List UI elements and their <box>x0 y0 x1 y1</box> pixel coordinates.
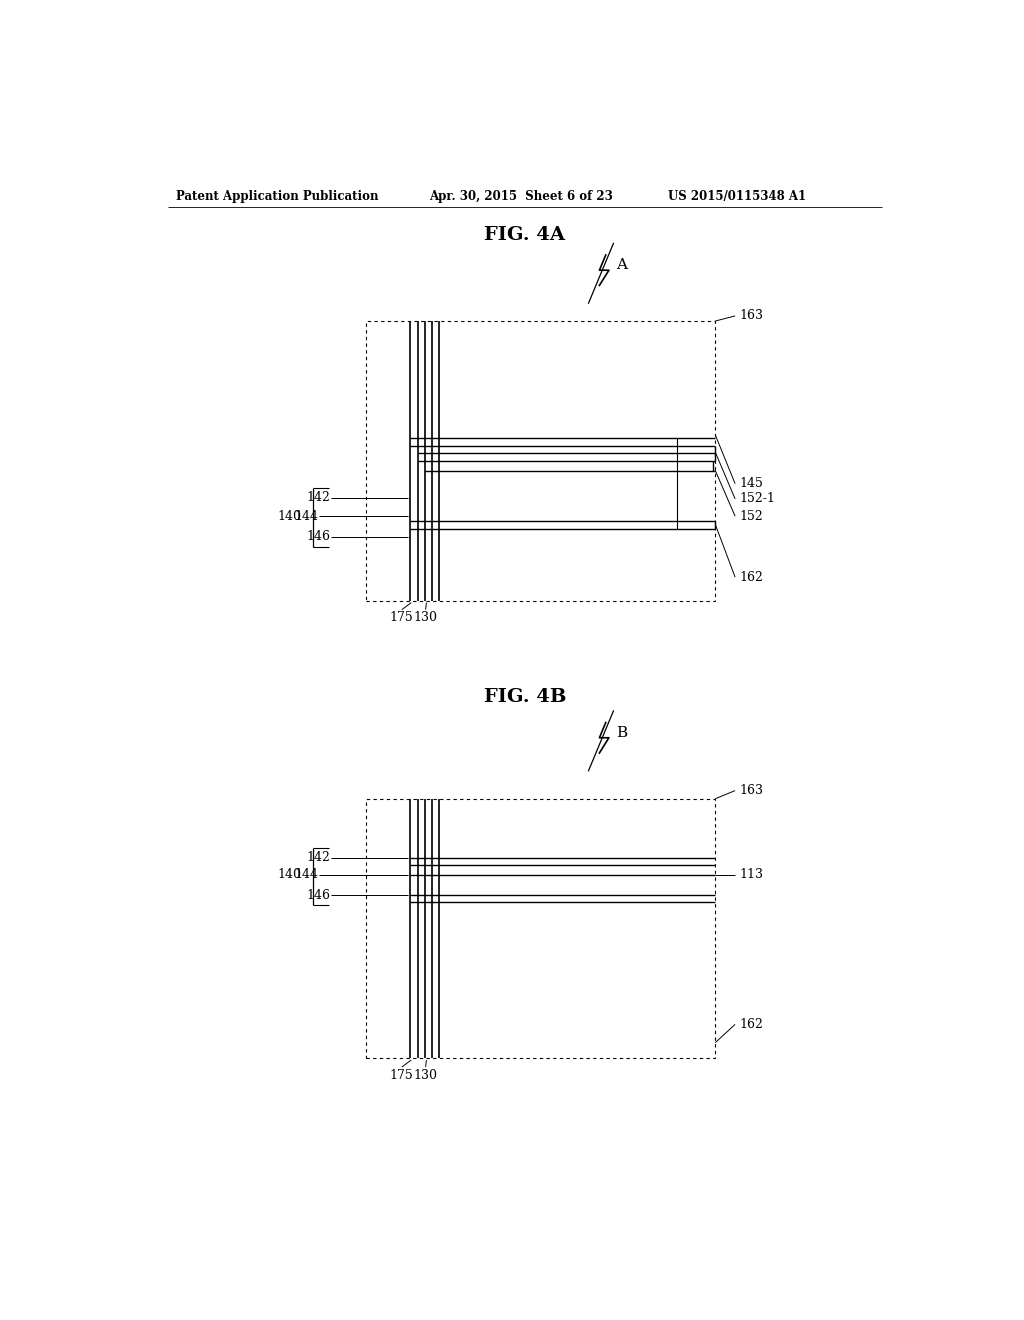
Text: 140: 140 <box>278 510 301 523</box>
Text: 175: 175 <box>390 611 414 624</box>
Text: A: A <box>616 259 627 272</box>
Text: 130: 130 <box>414 611 437 624</box>
Text: B: B <box>616 726 627 739</box>
Text: Patent Application Publication: Patent Application Publication <box>176 190 378 202</box>
Text: 175: 175 <box>390 1069 414 1081</box>
Text: 163: 163 <box>739 309 763 322</box>
Text: 144: 144 <box>295 869 318 882</box>
Bar <box>367 321 715 601</box>
Text: 162: 162 <box>739 570 763 583</box>
Text: Apr. 30, 2015  Sheet 6 of 23: Apr. 30, 2015 Sheet 6 of 23 <box>430 190 613 202</box>
Text: 130: 130 <box>414 1069 437 1081</box>
Text: 145: 145 <box>739 477 763 490</box>
Text: 163: 163 <box>739 784 763 797</box>
Text: US 2015/0115348 A1: US 2015/0115348 A1 <box>668 190 806 202</box>
Text: 146: 146 <box>306 531 331 543</box>
Text: FIG. 4A: FIG. 4A <box>484 226 565 244</box>
Text: 152-1: 152-1 <box>739 492 775 506</box>
Text: 144: 144 <box>295 510 318 523</box>
Text: 140: 140 <box>278 869 301 882</box>
Text: FIG. 4B: FIG. 4B <box>483 688 566 706</box>
Text: 146: 146 <box>306 888 331 902</box>
Text: 113: 113 <box>739 869 763 882</box>
Text: 162: 162 <box>739 1018 763 1031</box>
Bar <box>367 799 715 1057</box>
Text: 142: 142 <box>306 851 331 865</box>
Text: 142: 142 <box>306 491 331 504</box>
Text: 152: 152 <box>739 510 763 523</box>
